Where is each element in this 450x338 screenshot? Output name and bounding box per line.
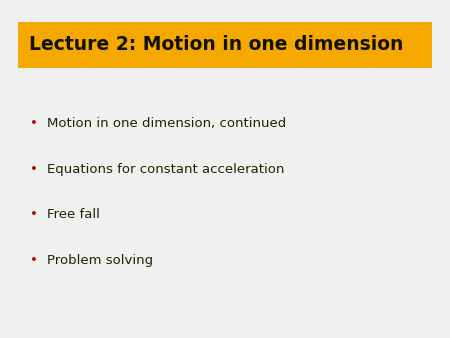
Text: Motion in one dimension, continued: Motion in one dimension, continued	[47, 117, 287, 130]
Text: •: •	[30, 254, 38, 267]
Text: •: •	[30, 208, 38, 221]
Text: Equations for constant acceleration: Equations for constant acceleration	[47, 163, 284, 175]
Text: •: •	[30, 163, 38, 175]
FancyBboxPatch shape	[18, 22, 432, 68]
Text: Free fall: Free fall	[47, 208, 100, 221]
Text: •: •	[30, 117, 38, 130]
Text: Problem solving: Problem solving	[47, 254, 153, 267]
Text: Lecture 2: Motion in one dimension: Lecture 2: Motion in one dimension	[29, 35, 404, 54]
